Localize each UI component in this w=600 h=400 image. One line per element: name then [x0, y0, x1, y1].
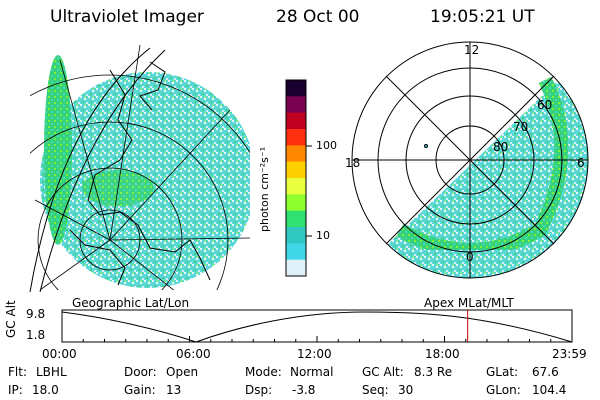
mlt-label-bottom: 0	[466, 250, 474, 264]
colorbar-unit-label: photon cm⁻²s⁻¹	[258, 146, 271, 232]
mlt-label-top: 12	[464, 43, 480, 57]
apex-panel	[351, 41, 589, 279]
info-label: Seq:	[362, 383, 389, 397]
info-label: Flt:	[8, 365, 27, 379]
info-value: 104.4	[532, 383, 567, 397]
info-label: Mode:	[245, 365, 282, 379]
colorbar-tick-100: 100	[316, 139, 337, 152]
info-value: 18.0	[32, 383, 59, 397]
alt-ylabel: GC Alt	[4, 300, 18, 338]
mlt-label-left: 18	[345, 156, 361, 170]
info-label: Dsp:	[245, 383, 273, 397]
alt-ytick-bottom: 1.8	[26, 328, 46, 342]
info-value: LBHL	[36, 365, 67, 379]
info-label: GC Alt:	[362, 365, 404, 379]
colorbar-segment	[286, 145, 306, 163]
colorbar-tick-10: 10	[316, 229, 330, 242]
alt-xtick-2: 12:00	[297, 347, 332, 361]
colorbar-segment	[286, 178, 306, 195]
date-label: 28 Oct 00	[276, 7, 360, 27]
info-value: 30	[398, 383, 414, 397]
colorbar-segment	[286, 259, 306, 277]
polar-grid	[351, 41, 589, 279]
instrument-title: Ultraviolet Imager	[50, 7, 204, 27]
altitude-plot	[61, 309, 573, 343]
info-value: 13	[166, 383, 182, 397]
info-value: 67.6	[532, 365, 559, 379]
colorbar-segment	[286, 112, 306, 130]
mlt-label-right: 6	[577, 156, 585, 170]
colorbar-segment	[286, 194, 306, 212]
colorbar-segment	[286, 129, 306, 146]
colorbar-segment	[286, 227, 306, 244]
mlat-label-80: 80	[493, 140, 509, 154]
alt-xtick-0: 00:00	[42, 347, 77, 361]
alt-xtick-4: 23:59	[552, 347, 587, 361]
geo-caption: Geographic Lat/Lon	[72, 296, 190, 310]
lat-lon-grid	[30, 44, 250, 290]
info-label: Gain:	[124, 383, 156, 397]
info-label: Door:	[124, 365, 157, 379]
alt-xtick-1: 06:00	[176, 347, 211, 361]
alt-ytick-top: 9.8	[26, 307, 46, 321]
time-label: 19:05:21 UT	[430, 7, 535, 27]
colorbar	[285, 79, 307, 277]
info-value: 8.3 Re	[414, 365, 453, 379]
colorbar-segment	[286, 96, 306, 114]
info-value: Normal	[290, 365, 334, 379]
altitude-curve	[61, 311, 573, 343]
info-value: -3.8	[292, 383, 316, 397]
colorbar-frame	[285, 79, 307, 277]
info-label: GLat:	[486, 365, 519, 379]
coastline	[87, 69, 211, 281]
colorbar-segment	[286, 243, 306, 261]
mlat-label-70: 70	[513, 120, 529, 134]
geographic-panel	[29, 44, 250, 293]
info-label: IP:	[8, 383, 23, 397]
mlat-label-60: 60	[537, 98, 553, 112]
alt-xtick-3: 18:00	[425, 347, 460, 361]
auroral-arc-geo	[44, 55, 72, 245]
colorbar-segment	[286, 161, 306, 179]
colorbar-segment	[286, 80, 306, 97]
info-label: GLon:	[486, 383, 521, 397]
apex-caption: Apex MLat/MLT	[424, 296, 514, 310]
info-value: Open	[166, 365, 199, 379]
colorbar-segment	[286, 210, 306, 228]
